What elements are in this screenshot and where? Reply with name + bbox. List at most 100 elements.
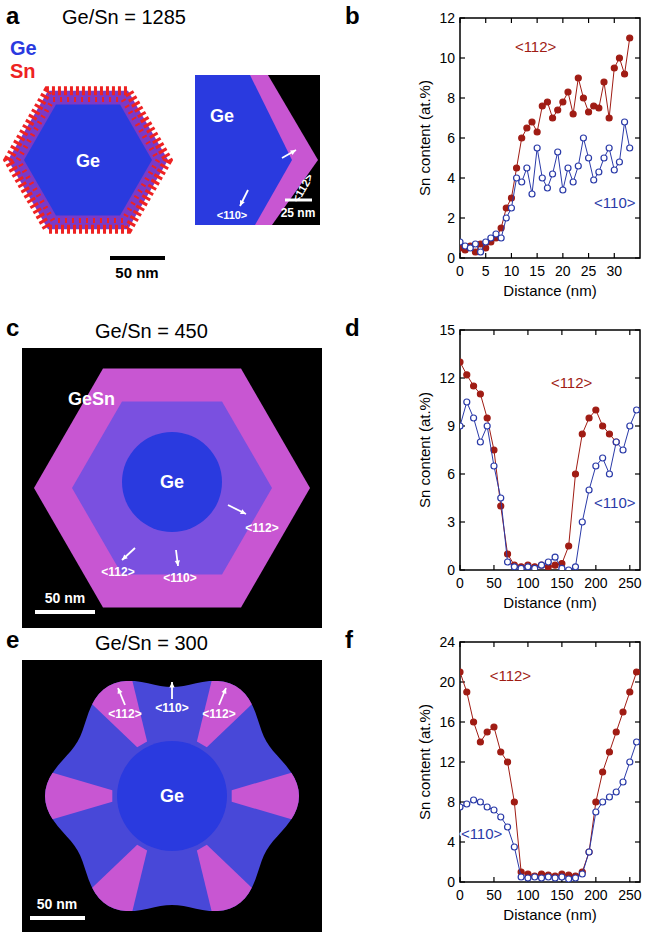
data-point (508, 205, 514, 211)
data-point (525, 875, 531, 881)
data-point (529, 119, 535, 125)
x-tick-label: 15 (529, 263, 545, 279)
shell (195, 75, 318, 225)
x-tick (459, 18, 460, 23)
chart: 024681012051015202530Distance (nm)Sn con… (416, 10, 640, 299)
y-axis-title: Sn content (at.%) (416, 392, 433, 508)
shell-sn (8, 91, 168, 230)
arrow-shaft (228, 505, 246, 514)
y-tick (460, 721, 465, 722)
data-point (600, 799, 606, 805)
y-tick-label: 24 (439, 634, 455, 650)
x-tick (493, 877, 494, 882)
data-point (613, 439, 619, 445)
y-tick (635, 761, 640, 762)
data-point (524, 125, 530, 131)
y-tick (460, 641, 465, 642)
x-axis-title: Distance (nm) (503, 906, 596, 923)
data-point (472, 241, 478, 247)
y-tick-label: 6 (447, 130, 455, 146)
data-point (498, 749, 504, 755)
data-point (565, 165, 571, 171)
data-point (545, 559, 551, 565)
data-point (519, 135, 525, 141)
data-point (627, 759, 633, 765)
x-tick-label: 150 (550, 575, 574, 591)
data-point (565, 89, 571, 95)
panel-letter: a (6, 2, 20, 29)
data-point (622, 71, 628, 77)
data-point (460, 359, 463, 365)
x-tick (459, 642, 460, 647)
scale-label: 25 nm (281, 206, 316, 220)
y-tick (460, 17, 465, 18)
shell (34, 369, 310, 608)
data-point (580, 95, 586, 101)
data-point (606, 145, 612, 151)
map-label: <112> (202, 707, 235, 721)
y-axis-title: Sn content (at.%) (416, 704, 433, 820)
x-tick (629, 642, 630, 647)
data-point (511, 564, 517, 570)
series-line (460, 362, 616, 567)
y-tick (635, 881, 640, 882)
map-label: Ge (160, 786, 184, 806)
data-point (491, 807, 497, 813)
background (195, 75, 320, 225)
data-point (620, 447, 626, 453)
data-point (593, 463, 599, 469)
y-tick (460, 521, 465, 522)
map-label: Ge (76, 151, 100, 171)
data-point (484, 415, 490, 421)
y-tick (460, 57, 465, 58)
data-point (579, 431, 585, 437)
scale-bar (35, 610, 95, 614)
data-point (613, 789, 619, 795)
data-point (518, 565, 524, 570)
plot-frame (460, 642, 640, 882)
x-tick (459, 330, 460, 335)
x-tick (459, 565, 460, 570)
y-tick-label: 4 (447, 834, 455, 850)
x-tick (595, 642, 596, 647)
y-tick (635, 681, 640, 682)
scale-label: 50 nm (37, 896, 77, 912)
x-tick-label: 30 (606, 263, 622, 279)
data-point (484, 804, 490, 810)
data-point (560, 187, 566, 193)
y-tick (635, 97, 640, 98)
data-point (566, 567, 572, 570)
x-tick (511, 18, 512, 23)
x-tick-label: 0 (456, 575, 464, 591)
data-point (600, 769, 606, 775)
data-point (560, 99, 566, 105)
x-axis-title: Distance (nm) (503, 594, 596, 611)
y-tick (635, 569, 640, 570)
data-point (471, 719, 477, 725)
core (117, 741, 227, 851)
y-tick-label: 12 (439, 370, 455, 386)
data-point (514, 165, 520, 171)
x-tick-label: 100 (516, 887, 540, 903)
x-tick-label: 20 (555, 263, 571, 279)
y-tick-label: 15 (439, 322, 455, 338)
y-tick-label: 2 (447, 210, 455, 226)
data-point (511, 799, 517, 805)
plot-area (460, 669, 640, 882)
data-point (616, 55, 622, 61)
y-tick (635, 137, 640, 138)
sn-sector (92, 845, 147, 911)
series-label: <110> (594, 494, 636, 511)
scale-label: 50 nm (45, 590, 85, 606)
map-label: <112> (245, 521, 278, 535)
data-point (518, 874, 524, 880)
x-tick-label: 50 (486, 575, 502, 591)
y-tick (460, 177, 465, 178)
data-point (572, 564, 578, 570)
x-tick (629, 330, 630, 335)
x-tick-label: 10 (504, 263, 520, 279)
map-label: <110> (217, 209, 248, 221)
data-point (477, 391, 483, 397)
x-tick (562, 18, 563, 23)
image-title: Ge/Sn = 450 (95, 320, 208, 342)
